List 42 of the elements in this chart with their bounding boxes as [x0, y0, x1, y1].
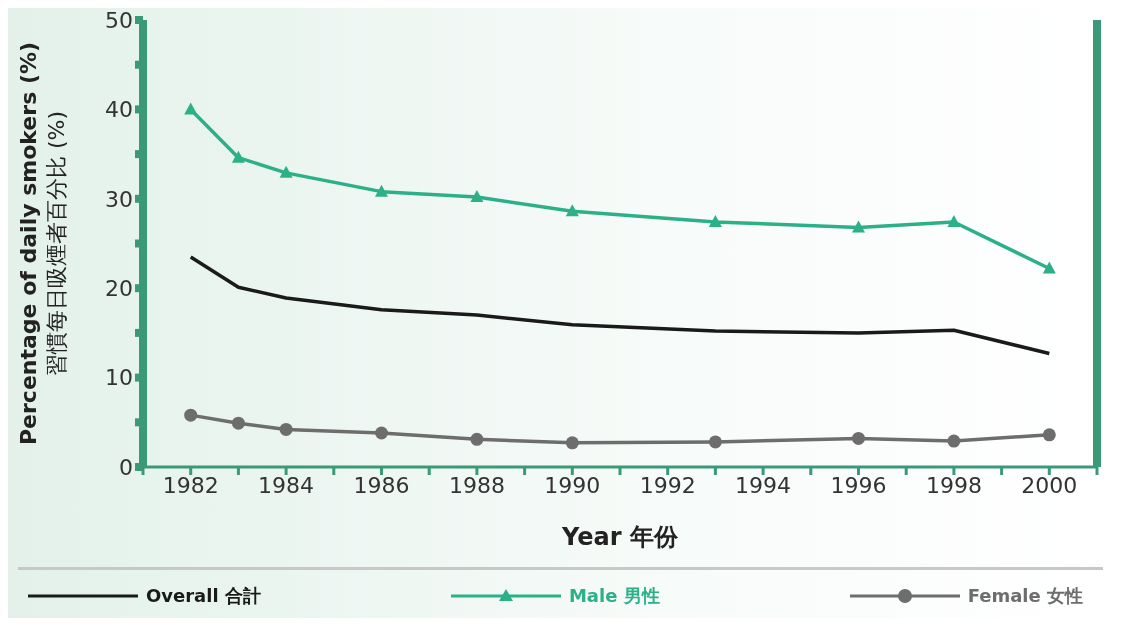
y-tick-label: 10 — [105, 365, 133, 391]
line-series — [188, 255, 1052, 356]
y-tick-label: 20 — [105, 276, 133, 302]
point — [852, 220, 865, 233]
x-tick-label: 1998 — [925, 472, 982, 498]
x-tick-label: 1988 — [448, 472, 505, 498]
x-tick-label: 2000 — [1021, 472, 1078, 498]
x-tick-label: 1984 — [258, 472, 315, 498]
point — [1042, 261, 1056, 274]
point — [231, 416, 245, 430]
x-tick-label: 1994 — [735, 472, 792, 498]
point — [1042, 428, 1056, 442]
x-tick-label: 1992 — [639, 472, 696, 498]
x-axis-title: Year 年份 — [561, 523, 679, 551]
point — [231, 150, 245, 163]
point — [279, 422, 293, 436]
y-tick-label: 30 — [105, 186, 133, 212]
x-tick-label: 1996 — [830, 472, 887, 498]
text: Female 女性 — [967, 584, 1083, 608]
y-tick-label: 40 — [105, 97, 133, 123]
point — [470, 432, 484, 446]
point — [470, 190, 484, 203]
point — [565, 436, 579, 450]
point — [184, 102, 198, 115]
point — [947, 434, 961, 448]
point — [279, 165, 293, 178]
x-tick-label: 1990 — [544, 472, 601, 498]
point — [852, 431, 865, 445]
point — [708, 215, 722, 228]
point — [708, 435, 722, 449]
x-tick-label: 1986 — [353, 472, 410, 498]
point — [947, 215, 961, 228]
text: Male 男性 — [568, 584, 660, 608]
point — [184, 408, 198, 422]
text: Overall 合計 — [146, 584, 261, 608]
point — [565, 204, 579, 217]
x-tick-label: 1982 — [162, 472, 219, 498]
y-tick-label: 0 — [119, 454, 133, 480]
y-axis-title: Percentage of daily smokers (%) 習慣每日吸煙者百分比 (%) — [16, 41, 69, 446]
y-tick-label: 50 — [105, 7, 133, 33]
point — [375, 426, 388, 440]
point — [375, 184, 388, 197]
